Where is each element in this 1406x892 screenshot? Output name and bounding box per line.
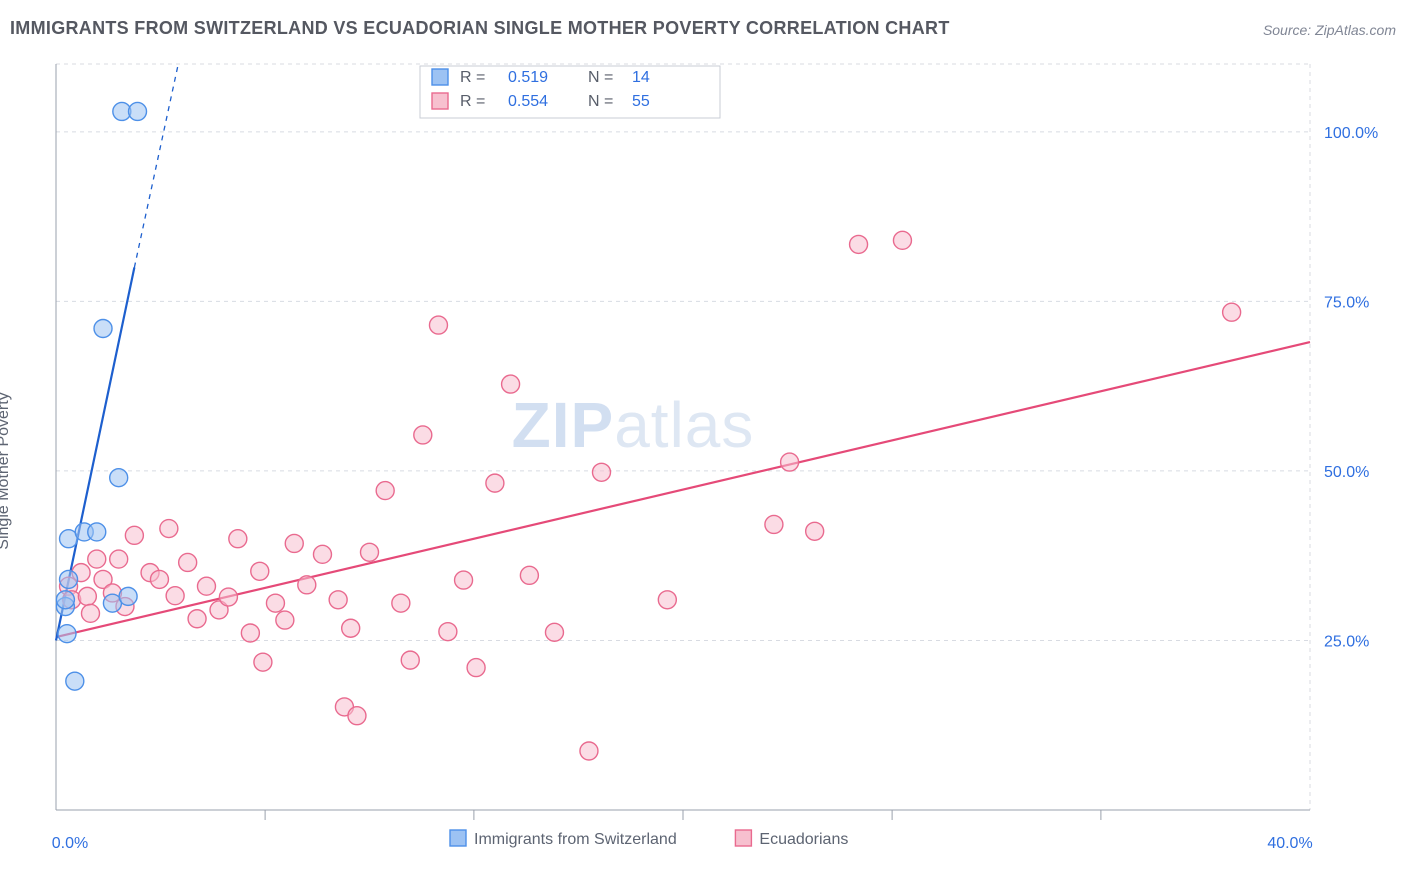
data-point-ecuadorian [486, 474, 504, 492]
data-point-ecuadorian [219, 588, 237, 606]
legend-r-value: 0.519 [508, 69, 548, 86]
data-point-swiss [129, 102, 147, 120]
legend-r-label: R = [460, 69, 485, 86]
data-point-ecuadorian [592, 463, 610, 481]
legend-r-value: 0.554 [508, 93, 548, 110]
chart-area: Single Mother Poverty 25.0%50.0%75.0%100… [10, 60, 1386, 882]
data-point-swiss [110, 469, 128, 487]
data-point-ecuadorian [439, 623, 457, 641]
data-point-swiss [94, 319, 112, 337]
legend-n-label: N = [588, 69, 613, 86]
data-point-ecuadorian [285, 534, 303, 552]
data-point-ecuadorian [179, 553, 197, 571]
data-point-ecuadorian [88, 550, 106, 568]
chart-title: IMMIGRANTS FROM SWITZERLAND VS ECUADORIA… [10, 18, 950, 38]
data-point-ecuadorian [806, 522, 824, 540]
x-tick-label: 0.0% [52, 835, 88, 852]
data-point-ecuadorian [110, 550, 128, 568]
data-point-ecuadorian [229, 530, 247, 548]
source-label: Source: ZipAtlas.com [1263, 22, 1396, 38]
data-point-ecuadorian [376, 482, 394, 500]
data-point-ecuadorian [251, 562, 269, 580]
data-point-ecuadorian [348, 707, 366, 725]
data-point-ecuadorian [765, 515, 783, 533]
data-point-swiss [119, 587, 137, 605]
data-point-ecuadorian [125, 526, 143, 544]
data-point-swiss [66, 672, 84, 690]
trend-line-ecuadorians [56, 342, 1310, 637]
data-point-ecuadorian [467, 659, 485, 677]
data-point-ecuadorian [166, 587, 184, 605]
y-tick-label: 75.0% [1324, 294, 1369, 311]
legend-n-label: N = [588, 93, 613, 110]
x-tick-label: 40.0% [1267, 835, 1312, 852]
data-point-swiss [56, 591, 74, 609]
data-point-ecuadorian [429, 316, 447, 334]
scatter-chart: 25.0% 50.0% 75.0% 100.0% ZIPatlas 0.0% 40.0% R … [10, 60, 1386, 882]
data-point-ecuadorian [392, 594, 410, 612]
legend-swatch [432, 93, 448, 109]
y-axis-label: Single Mother Poverty [0, 392, 13, 549]
data-point-ecuadorian [298, 576, 316, 594]
data-point-ecuadorian [361, 543, 379, 561]
data-point-ecuadorian [329, 591, 347, 609]
data-point-ecuadorian [78, 587, 96, 605]
legend-n-value: 55 [632, 93, 650, 110]
data-point-ecuadorian [276, 611, 294, 629]
legend-swatch [735, 830, 751, 846]
data-point-ecuadorian [241, 624, 259, 642]
data-point-ecuadorian [197, 577, 215, 595]
data-point-ecuadorian [658, 591, 676, 609]
data-point-swiss [88, 523, 106, 541]
data-point-ecuadorian [455, 571, 473, 589]
data-point-ecuadorian [401, 651, 419, 669]
data-point-ecuadorian [266, 594, 284, 612]
y-tick-label: 50.0% [1324, 464, 1369, 481]
legend-swatch [432, 69, 448, 85]
data-point-ecuadorian [414, 426, 432, 444]
legend-r-label: R = [460, 93, 485, 110]
data-point-ecuadorian [342, 619, 360, 637]
y-tick-label: 25.0% [1324, 633, 1369, 650]
data-point-ecuadorian [81, 604, 99, 622]
data-point-ecuadorian [150, 570, 168, 588]
watermark: ZIPatlas [512, 389, 755, 461]
data-point-ecuadorian [188, 610, 206, 628]
data-point-ecuadorian [254, 653, 272, 671]
data-point-ecuadorian [1223, 303, 1241, 321]
data-point-ecuadorian [893, 231, 911, 249]
data-point-ecuadorian [313, 545, 331, 563]
data-point-ecuadorian [160, 520, 178, 538]
legend-n-value: 14 [632, 69, 650, 86]
y-tick-label: 100.0% [1324, 125, 1378, 142]
data-point-swiss [60, 570, 78, 588]
legend-series-label: Ecuadorians [759, 831, 848, 848]
legend-series-label: Immigrants from Switzerland [474, 831, 677, 848]
data-point-ecuadorian [580, 742, 598, 760]
data-point-swiss [58, 625, 76, 643]
data-point-ecuadorian [502, 375, 520, 393]
data-point-ecuadorian [545, 623, 563, 641]
data-point-ecuadorian [520, 566, 538, 584]
data-point-ecuadorian [850, 235, 868, 253]
data-point-ecuadorian [781, 453, 799, 471]
legend-swatch [450, 830, 466, 846]
